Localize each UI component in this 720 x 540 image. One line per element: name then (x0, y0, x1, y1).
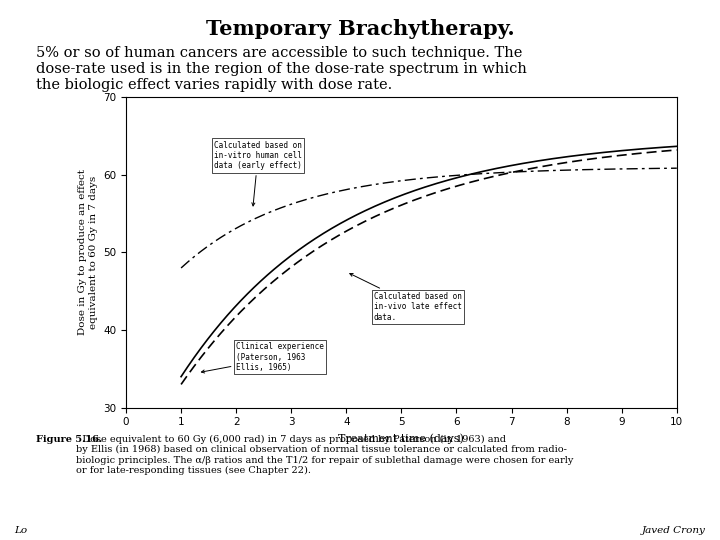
Text: Temporary Brachytherapy.: Temporary Brachytherapy. (206, 19, 514, 39)
Text: Figure 5.16.: Figure 5.16. (36, 435, 102, 444)
Text: the biologic effect varies rapidly with dose rate.: the biologic effect varies rapidly with … (36, 78, 392, 92)
Text: Calculated based on
in-vivo late effect
data.: Calculated based on in-vivo late effect … (350, 274, 462, 322)
X-axis label: Treatment time (days): Treatment time (days) (338, 433, 464, 443)
Text: Calculated based on
in-vitro human cell
data (early effect): Calculated based on in-vitro human cell … (214, 140, 302, 206)
Text: dose-rate used is in the region of the dose-rate spectrum in which: dose-rate used is in the region of the d… (36, 62, 527, 76)
Text: Clinical experience
(Paterson, 1963
Ellis, 1965): Clinical experience (Paterson, 1963 Elli… (202, 342, 324, 373)
Y-axis label: Dose in Gy to produce an effect
equivalent to 60 Gy in 7 days: Dose in Gy to produce an effect equivale… (78, 170, 98, 335)
Text: 5% or so of human cancers are accessible to such technique. The: 5% or so of human cancers are accessible… (36, 46, 523, 60)
Text: Lo: Lo (14, 525, 27, 535)
Text: Dose equivalent to 60 Gy (6,000 rad) in 7 days as proposed by Paterson (in 1963): Dose equivalent to 60 Gy (6,000 rad) in … (76, 435, 573, 475)
Text: Javed Crony: Javed Crony (642, 525, 706, 535)
